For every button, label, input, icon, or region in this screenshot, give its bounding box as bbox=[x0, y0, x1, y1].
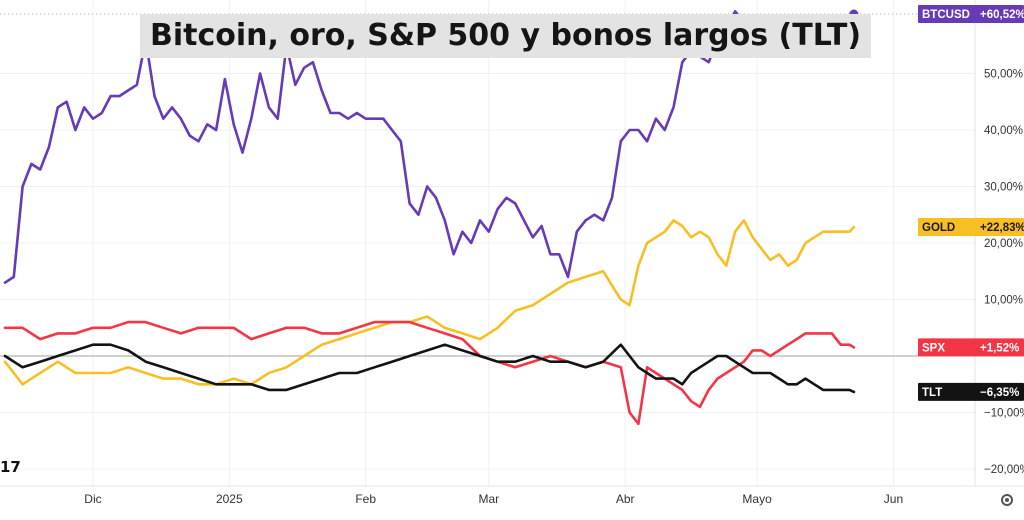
watermark-logo: 17 bbox=[0, 458, 21, 476]
series-line-gold bbox=[3, 219, 856, 386]
chart-title: Bitcoin, oro, S&P 500 y bonos largos (TL… bbox=[140, 14, 872, 58]
series-badge-value: +60,52% bbox=[980, 9, 1024, 21]
x-tick-label: Mayo bbox=[742, 492, 772, 506]
x-tick-label: Jun bbox=[884, 492, 903, 506]
series-badge-tlt bbox=[918, 382, 1024, 401]
series-line-spx bbox=[3, 320, 856, 426]
x-tick-label: Mar bbox=[478, 492, 499, 506]
series-badge-value: +22,83% bbox=[980, 222, 1024, 234]
y-tick-label: 50,00% bbox=[984, 68, 1023, 80]
series-badge-spx bbox=[918, 338, 1024, 357]
series-badge-gold bbox=[918, 218, 1024, 237]
x-tick-label: 2025 bbox=[216, 492, 243, 506]
x-tick-label: Feb bbox=[355, 492, 376, 506]
x-tick-label: Abr bbox=[616, 492, 635, 506]
series-badge-name: BTCUSD bbox=[922, 9, 970, 21]
series-badge-value: −6,35% bbox=[980, 387, 1019, 399]
series-badge-value: +1,52% bbox=[980, 342, 1019, 354]
series-line-tlt bbox=[3, 343, 856, 394]
series-badge-name: GOLD bbox=[922, 222, 955, 234]
y-tick-label: −20,00% bbox=[984, 464, 1024, 476]
settings-icon[interactable] bbox=[1001, 494, 1013, 506]
y-tick-label: −10,00% bbox=[984, 408, 1024, 420]
series-badge-name: TLT bbox=[922, 387, 942, 399]
y-tick-label: 40,00% bbox=[984, 125, 1023, 137]
y-tick-label: 20,00% bbox=[984, 238, 1023, 250]
y-tick-label: 30,00% bbox=[984, 181, 1023, 193]
series-badge-name: SPX bbox=[922, 342, 945, 354]
x-tick-label: Dic bbox=[84, 492, 101, 506]
y-tick-label: 10,00% bbox=[984, 295, 1023, 307]
series-badge-btcusd bbox=[918, 5, 1024, 24]
